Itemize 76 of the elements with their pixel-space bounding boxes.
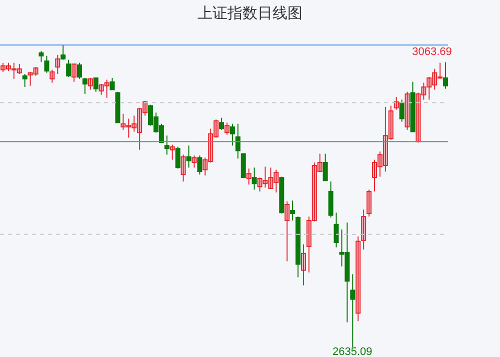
candlestick [312,162,317,222]
candlestick [426,76,432,100]
candlestick [192,155,197,168]
candlestick [268,167,274,189]
candlestick [394,96,399,110]
candlestick [219,117,224,130]
candlestick [252,167,257,190]
candlestick [317,153,322,172]
candlestick [257,177,262,192]
candlestick [432,68,438,90]
candlestick [443,62,448,90]
candlestick [11,62,16,80]
candlestick [214,119,219,138]
candlestick [224,122,230,136]
candlestick [110,77,115,90]
candlestick [404,91,410,130]
candlestick [240,153,246,178]
candlestick [33,66,38,76]
annotation: 2635.09 [332,346,372,357]
candlestick [93,77,98,92]
candlestick [334,212,339,248]
candlestick [328,181,334,218]
candlestick [132,115,137,132]
candlestick [60,45,66,60]
candlestick [356,236,361,322]
candlestick [0,62,6,72]
candlestick [55,54,60,74]
candlestick [366,189,372,218]
candlestick [416,92,421,144]
candlestick [76,62,82,80]
candlestick [202,157,208,176]
candlestick [120,113,126,130]
chart-title: 上证指数日线图 [196,4,304,23]
candlestick [377,151,382,178]
candlestick [274,169,279,193]
candlestick [300,244,306,286]
candlestick [6,62,11,72]
candlestick [322,153,328,182]
candlestick [262,166,268,188]
candlestick [399,99,404,122]
candlestick [28,71,33,86]
candlestick [16,64,22,74]
candlestick [38,50,44,62]
candlestick [246,168,252,186]
candlestick [142,100,148,116]
candlestick [137,107,142,150]
candlestick [208,128,214,163]
candlestick [438,62,443,80]
candlestick [421,82,426,100]
candlestick [44,55,50,74]
candlestick [350,274,356,347]
candlestick [82,77,88,94]
candlestick [180,154,186,182]
candlestick [197,155,202,176]
candlestick [50,69,55,84]
candlestick [290,200,296,221]
candlestick [88,77,93,90]
candlestick [22,73,28,88]
candlestick [361,209,366,250]
candlestick [104,79,110,98]
candlestick [306,216,312,273]
candlestick [98,83,104,96]
annotation: 3063.69 [412,46,452,58]
candlestick [164,135,170,156]
candlestick [235,123,240,160]
candlestick [372,159,378,192]
candlestick [170,144,175,160]
candlestick [284,200,290,262]
candlestick [66,59,72,78]
candlestick [186,145,192,168]
candlestick [388,105,394,140]
candlestick [126,118,132,138]
candlestick [72,64,77,82]
candlestick [175,146,180,170]
candlestick [230,123,235,146]
candlestick [382,106,388,172]
